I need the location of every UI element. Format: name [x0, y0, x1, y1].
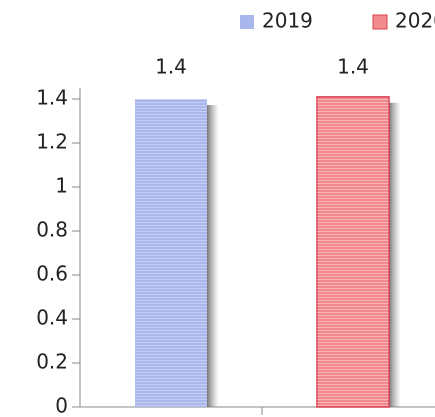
y-tick-label: 1.4 [36, 86, 68, 110]
legend-swatch [372, 14, 388, 30]
y-tick-label: 1.2 [36, 130, 68, 154]
y-tick-label: 0 [55, 394, 68, 417]
legend-label: 2019 [262, 9, 313, 33]
y-tick-label: 1 [55, 174, 68, 198]
y-tick-label: 0.2 [36, 350, 68, 374]
value-label: 1.4 [155, 55, 187, 79]
bar-texture [317, 96, 389, 408]
bar-shadow [389, 102, 401, 408]
y-tick-label: 0.8 [36, 218, 68, 242]
bar-texture [135, 99, 207, 407]
legend-label: 2020 [395, 9, 435, 33]
y-tick-label: 0.4 [36, 306, 68, 330]
y-tick-label: 0.6 [36, 262, 68, 286]
value-label: 1.4 [337, 55, 369, 79]
legend-swatch [240, 15, 254, 29]
bar-shadow [207, 105, 219, 407]
